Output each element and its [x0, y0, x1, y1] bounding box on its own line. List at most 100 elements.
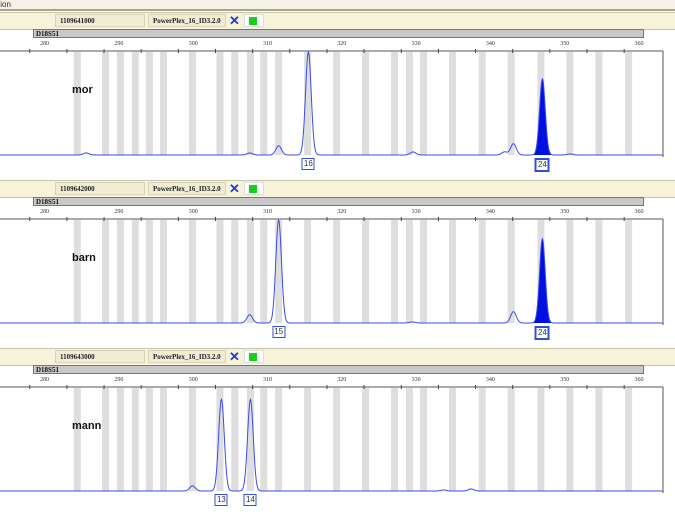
selected-peak[interactable]	[530, 78, 554, 155]
peak-mark[interactable]	[568, 152, 572, 156]
allele-bin[interactable]	[116, 52, 124, 155]
allele-bin[interactable]	[102, 52, 110, 155]
allele-bin[interactable]	[260, 388, 268, 491]
allele-bin[interactable]	[188, 52, 196, 155]
peak-mark[interactable]	[190, 484, 194, 488]
allele-bin[interactable]	[304, 220, 312, 323]
allele-bin[interactable]	[145, 220, 153, 323]
peak-mark[interactable]	[511, 142, 515, 146]
sample-name[interactable]: 1109642000	[55, 182, 145, 195]
allele-bin[interactable]	[275, 388, 283, 491]
peak-mark[interactable]	[469, 487, 473, 491]
selected-peak[interactable]	[530, 238, 554, 324]
peak-mark[interactable]	[540, 77, 544, 81]
allele-bin[interactable]	[625, 52, 633, 155]
peak-mark[interactable]	[511, 310, 515, 314]
allele-bin[interactable]	[333, 388, 341, 491]
allele-bin[interactable]	[405, 388, 413, 491]
allele-bin[interactable]	[246, 220, 254, 323]
allele-bin[interactable]	[507, 52, 515, 155]
allele-bin[interactable]	[216, 388, 224, 491]
allele-bin[interactable]	[478, 220, 486, 323]
allele-bin[interactable]	[391, 388, 399, 491]
allele-bin[interactable]	[333, 52, 341, 155]
allele-bin[interactable]	[625, 388, 633, 491]
allele-bin[interactable]	[102, 220, 110, 323]
peak-mark[interactable]	[503, 150, 507, 154]
allele-bin[interactable]	[275, 220, 283, 323]
allele-bin[interactable]	[595, 52, 603, 155]
allele-bin[interactable]	[260, 220, 268, 323]
allele-bin[interactable]	[216, 220, 224, 323]
peak-mark[interactable]	[442, 488, 446, 492]
allele-bin[interactable]	[566, 388, 574, 491]
allele-bin[interactable]	[246, 52, 254, 155]
allele-bin[interactable]	[449, 52, 457, 155]
allele-bin[interactable]	[595, 388, 603, 491]
peak-mark[interactable]	[540, 237, 544, 241]
allele-bin[interactable]	[362, 220, 370, 323]
peak-mark[interactable]	[410, 320, 414, 324]
kit-name[interactable]: PowerPlex_16_ID3.2.0	[148, 14, 226, 27]
allele-bin[interactable]	[260, 52, 268, 155]
allele-bin[interactable]	[507, 220, 515, 323]
allele-call-label[interactable]: 16	[301, 158, 315, 170]
sample-name[interactable]: 1109643000	[55, 350, 145, 363]
allele-bin[interactable]	[405, 220, 413, 323]
peak-mark[interactable]	[277, 218, 281, 222]
allele-bin[interactable]	[131, 388, 139, 491]
allele-bin[interactable]	[145, 52, 153, 155]
allele-bin[interactable]	[449, 388, 457, 491]
allele-bin[interactable]	[420, 220, 428, 323]
peak-mark[interactable]	[306, 50, 310, 54]
allele-bin[interactable]	[159, 52, 167, 155]
kit-name[interactable]: PowerPlex_16_ID3.2.0	[148, 350, 226, 363]
x-mark-icon[interactable]: ✕	[229, 181, 240, 196]
allele-call-label[interactable]: 14	[243, 494, 257, 506]
allele-call-label[interactable]: 24	[534, 158, 550, 172]
x-mark-icon[interactable]: ✕	[229, 13, 240, 28]
allele-call-label[interactable]: 13	[214, 494, 228, 506]
allele-bin[interactable]	[391, 52, 399, 155]
allele-call-label[interactable]: 24	[534, 326, 550, 340]
allele-bin[interactable]	[449, 220, 457, 323]
allele-bin[interactable]	[188, 220, 196, 323]
allele-bin[interactable]	[304, 52, 312, 155]
allele-bin[interactable]	[405, 52, 413, 155]
allele-bin[interactable]	[362, 52, 370, 155]
allele-bin[interactable]	[231, 52, 239, 155]
marker-bar[interactable]: D18S51	[33, 197, 644, 206]
allele-bin[interactable]	[231, 220, 239, 323]
allele-bin[interactable]	[420, 52, 428, 155]
allele-bin[interactable]	[231, 388, 239, 491]
allele-bin[interactable]	[131, 220, 139, 323]
allele-bin[interactable]	[625, 220, 633, 323]
allele-bin[interactable]	[275, 52, 283, 155]
allele-bin[interactable]	[420, 388, 428, 491]
allele-bin[interactable]	[478, 52, 486, 155]
status-ok-icon[interactable]	[244, 182, 264, 195]
peak-mark[interactable]	[248, 151, 252, 155]
allele-bin[interactable]	[391, 220, 399, 323]
allele-bin[interactable]	[478, 388, 486, 491]
allele-bin[interactable]	[116, 220, 124, 323]
allele-bin[interactable]	[116, 388, 124, 491]
peak-mark[interactable]	[84, 151, 88, 155]
peak-mark[interactable]	[248, 397, 252, 401]
allele-bin[interactable]	[159, 388, 167, 491]
allele-bin[interactable]	[566, 220, 574, 323]
peak-mark[interactable]	[277, 144, 281, 148]
allele-bin[interactable]	[73, 388, 81, 491]
allele-bin[interactable]	[362, 388, 370, 491]
peak-mark[interactable]	[219, 397, 223, 401]
allele-bin[interactable]	[333, 220, 341, 323]
allele-bin[interactable]	[188, 388, 196, 491]
sample-name[interactable]: 1109641000	[55, 14, 145, 27]
marker-bar[interactable]: D18S51	[33, 365, 644, 374]
status-ok-icon[interactable]	[244, 14, 264, 27]
allele-bin[interactable]	[73, 52, 81, 155]
allele-bin[interactable]	[507, 388, 515, 491]
allele-bin[interactable]	[216, 52, 224, 155]
allele-call-label[interactable]: 15	[272, 326, 286, 338]
status-ok-icon[interactable]	[244, 350, 264, 363]
